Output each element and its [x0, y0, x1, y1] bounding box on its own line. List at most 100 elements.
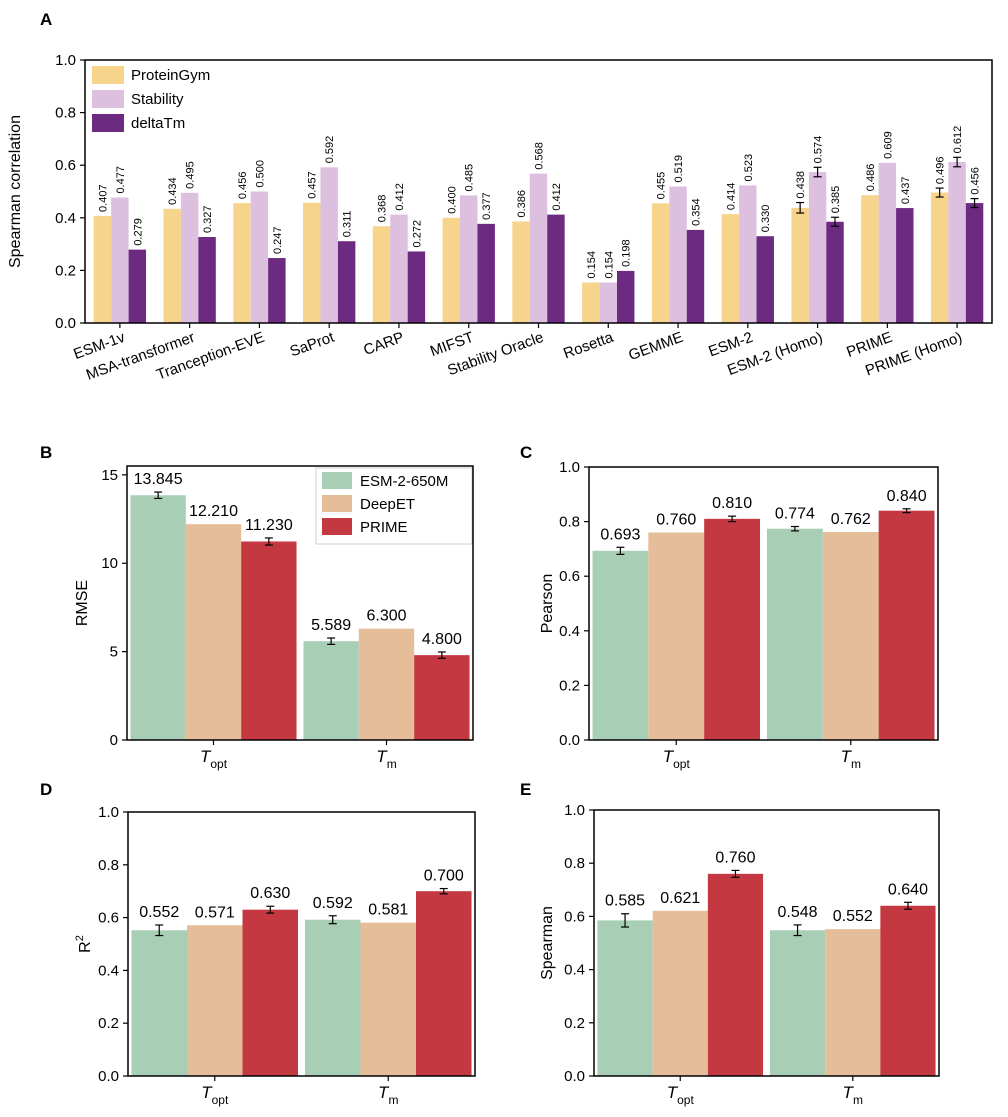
y-tick-label: 0.0 — [98, 1068, 119, 1085]
y-tick-label: 0.0 — [55, 315, 76, 332]
y-tick-label: 1.0 — [564, 802, 585, 819]
bar — [303, 641, 359, 740]
plot-frame — [84, 59, 993, 324]
x-tick-label: Topt — [667, 1083, 695, 1107]
data-label: 0.486 — [865, 164, 877, 192]
data-label: 0.368 — [377, 195, 389, 223]
panel-letter: E — [520, 780, 531, 799]
data-label: 0.154 — [586, 251, 598, 279]
y-tick-label: 0.2 — [564, 1015, 585, 1032]
data-label: 0.414 — [725, 183, 737, 211]
data-label: 0.760 — [656, 512, 696, 529]
y-axis-label: Spearman — [539, 906, 556, 980]
x-tick-label-base: T — [667, 1083, 679, 1102]
legend-label: ProteinGym — [131, 67, 210, 84]
bar — [826, 221, 844, 323]
bar — [880, 905, 936, 1076]
x-tick-label: CARP — [361, 329, 406, 359]
y-tick-label: 0.6 — [55, 157, 76, 174]
bar — [414, 655, 470, 740]
y-tick-label: 0.4 — [559, 623, 580, 640]
x-tick-label: Rosetta — [561, 329, 616, 363]
y-axis-label: RMSE — [74, 580, 91, 626]
bar — [304, 919, 361, 1076]
plot-frame — [588, 466, 939, 741]
x-tick-label-base: T — [841, 747, 853, 766]
data-label: 0.552 — [139, 904, 179, 921]
y-tick-label: 10 — [101, 555, 118, 572]
data-label: 0.455 — [656, 172, 668, 200]
bar — [442, 217, 461, 323]
bar — [766, 528, 823, 740]
data-label: 0.581 — [368, 902, 408, 919]
x-tick-label-base: T — [663, 747, 675, 766]
bar — [652, 910, 708, 1076]
data-label: 0.400 — [446, 186, 458, 214]
bar — [186, 925, 243, 1076]
bar — [756, 236, 774, 323]
x-tick-label-sub: m — [388, 1093, 398, 1107]
panel-letter: C — [520, 443, 532, 462]
data-label: 0.437 — [900, 177, 912, 205]
data-label: 0.311 — [342, 210, 354, 237]
data-label: 0.568 — [534, 142, 546, 170]
data-label: 0.592 — [324, 136, 336, 164]
x-tick-label-base: T — [378, 1083, 390, 1102]
bar — [822, 531, 879, 740]
panel-b: B 0 5 10 15 RMSE 13.845 12.210 11.230 Topt 5.589 6.… — [40, 443, 474, 771]
data-label: 5.589 — [311, 617, 351, 634]
bar — [599, 282, 617, 323]
bar — [739, 185, 757, 323]
bar — [769, 930, 826, 1076]
data-label: 0.840 — [887, 488, 927, 505]
legend-label: Stability — [131, 91, 184, 108]
data-label: 0.774 — [775, 506, 815, 523]
bar — [198, 236, 216, 323]
panel-d: D 0.0 0.2 0.4 0.6 0.8 1.0 R2 0.552 0.571 0.630 Topt… — [40, 780, 476, 1107]
y-tick-label: 1.0 — [98, 804, 119, 821]
data-label: 12.210 — [189, 503, 238, 520]
bar — [651, 203, 670, 323]
y-axis-label: Pearson — [539, 574, 556, 634]
panel-letter: A — [40, 10, 52, 29]
data-label: 0.385 — [830, 186, 842, 214]
panel-c: C 0.0 0.2 0.4 0.6 0.8 1.0 Pearson 0.693 0.760 0.81… — [520, 443, 939, 771]
x-tick-label: Tm — [843, 1083, 863, 1107]
bar — [861, 195, 879, 323]
data-label: 0.434 — [167, 177, 179, 205]
x-tick-label: Tm — [841, 747, 861, 771]
y-tick-label: 0.8 — [559, 514, 580, 531]
data-label: 0.612 — [952, 126, 964, 154]
bar — [896, 208, 914, 323]
bar — [320, 167, 338, 323]
data-label: 0.609 — [882, 131, 894, 159]
x-tick-label: Tm — [378, 1083, 398, 1107]
data-label: 0.571 — [195, 904, 235, 921]
data-label: 0.457 — [307, 171, 319, 199]
panel-letter: B — [40, 443, 52, 462]
data-label: 0.412 — [551, 183, 563, 211]
y-tick-label: 0.6 — [564, 908, 585, 925]
data-label: 0.407 — [97, 184, 109, 212]
data-label: 4.800 — [422, 631, 462, 648]
bar — [547, 214, 565, 323]
x-tick-label-base: T — [376, 747, 388, 766]
bar — [582, 282, 600, 323]
data-label: 0.247 — [272, 227, 284, 255]
x-tick-label-sub: opt — [673, 757, 690, 771]
bar — [529, 173, 548, 323]
y-tick-label: 0.2 — [559, 677, 580, 694]
x-tick-label-sub: m — [851, 757, 861, 771]
data-label: 0.762 — [831, 511, 871, 528]
bar — [592, 550, 649, 740]
bar — [460, 195, 478, 323]
y-tick-label: 0.4 — [55, 210, 76, 227]
bar — [130, 495, 186, 740]
legend-label: DeepET — [360, 496, 415, 513]
legend-label: ESM-2-650M — [360, 473, 448, 490]
data-label: 0.377 — [481, 192, 493, 220]
data-label: 0.327 — [202, 205, 214, 233]
y-tick-label: 15 — [101, 467, 118, 484]
bar — [791, 207, 809, 323]
y-axis-label-sup: 2 — [74, 935, 86, 941]
